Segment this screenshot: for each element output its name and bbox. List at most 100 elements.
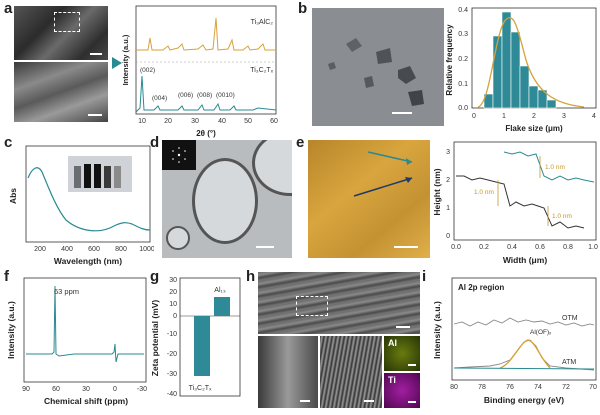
xps-spectrum: Al 2p region OTM Al(OF)ₓ ATM 80 78 76 74… <box>432 277 597 405</box>
x-tick: 600 <box>88 246 100 253</box>
x-tick: 2 <box>532 113 536 120</box>
uv-vis-plot: 200 400 600 800 1000 Wavelength (nm) Abs <box>8 145 154 266</box>
diffraction-pattern <box>172 147 186 163</box>
x-tick: 200 <box>34 246 46 253</box>
peak-label: (004) <box>152 95 167 102</box>
panel-letter-h: h <box>246 268 256 285</box>
x-tick: 30 <box>191 118 199 125</box>
scale-bar <box>408 401 416 403</box>
x-tick: 400 <box>61 246 73 253</box>
x-tick: 0 <box>472 113 476 120</box>
x-tick: 0.8 <box>563 244 573 251</box>
x-tick: 0.0 <box>451 244 461 251</box>
peak-label: (008) <box>197 92 212 99</box>
y-tick: 0 <box>173 313 177 320</box>
y-axis-label: Zeta potential (mV) <box>150 300 160 377</box>
tem-image <box>162 140 292 258</box>
ti3alc2-label: Ti₃AlC₂ <box>251 19 274 26</box>
x-tick: 60 <box>52 386 60 393</box>
eds-label-ti: Ti <box>388 375 396 385</box>
x-tick: 800 <box>115 246 127 253</box>
x-tick: 72 <box>562 384 570 391</box>
x-tick: 3 <box>562 113 566 120</box>
y-tick: 10 <box>169 301 177 308</box>
y-tick: -20 <box>167 351 177 358</box>
panel-letter-i: i <box>422 268 427 285</box>
y-tick: 1 <box>446 205 450 212</box>
y-axis-label: Abs <box>8 188 18 204</box>
x-tick: 76 <box>506 384 514 391</box>
scale-bar <box>408 364 416 366</box>
panel-letter-d: d <box>150 134 160 151</box>
y-axis-label: Intensity (a.u.) <box>121 34 130 85</box>
otm-label: OTM <box>562 315 578 322</box>
arrow-right-icon <box>112 57 122 69</box>
xrd-plot: Ti₃AlC₂ Ti₃C₂Tₓ (002) (004) (006) (008) … <box>121 5 278 138</box>
y-tick: -40 <box>167 391 177 398</box>
y-tick: 3 <box>446 149 450 156</box>
peak-label: (006) <box>178 92 193 99</box>
afm-scan-lines <box>353 151 413 197</box>
scale-bar <box>90 53 102 55</box>
scale-bar <box>364 400 374 402</box>
x-tick: 10 <box>138 118 146 125</box>
afm-height-profile: 1.0 nm 1.0 nm 1.0 nm 0 1 2 3 0.0 0.2 0.4… <box>432 141 598 265</box>
height-annotation: 1.0 nm <box>545 164 565 171</box>
scale-bar <box>300 400 310 402</box>
y-tick: 0.3 <box>458 31 468 38</box>
x-axis-label: Binding energy (eV) <box>484 395 564 405</box>
x-axis-label: Wavelength (nm) <box>54 256 122 266</box>
ti3c2tx-label: Ti₃C₂Tₓ <box>250 67 273 74</box>
y-tick: 0.0 <box>458 105 468 112</box>
flake-shapes <box>328 38 424 106</box>
y-tick: 30 <box>169 277 177 284</box>
scale-bar <box>394 246 418 248</box>
y-tick: 20 <box>169 289 177 296</box>
atm-label: ATM <box>562 359 576 366</box>
peak-label: (002) <box>140 67 155 74</box>
y-axis-label: Intensity (a.u.) <box>432 301 442 359</box>
xps-region-title: Al 2p region <box>458 283 504 292</box>
height-annotation: 1.0 nm <box>474 189 494 196</box>
sem-detail-2 <box>320 336 382 408</box>
sem-image-top <box>14 6 108 60</box>
x-tick: 0 <box>113 386 117 393</box>
x-axis-label: Width (μm) <box>503 255 547 265</box>
height-annotation: 1.0 nm <box>552 213 572 220</box>
peak-label: (0010) <box>216 92 235 99</box>
x-axis-label: 2θ (°) <box>196 129 216 138</box>
bar-label: Ti₃C₂Tₓ <box>189 385 212 392</box>
x-tick: 50 <box>244 118 252 125</box>
x-tick: 40 <box>218 118 226 125</box>
panel-letter-b: b <box>298 0 308 17</box>
y-tick: 0.4 <box>458 7 468 14</box>
zeta-potential-chart: Al₁₃ Ti₃C₂Tₓ 30 20 10 0 -10 -20 -30 -40 … <box>150 277 241 398</box>
scale-bar <box>392 112 412 114</box>
sem-image-bottom <box>14 62 108 122</box>
x-tick: 78 <box>478 384 486 391</box>
sem-zoom-box <box>296 296 328 316</box>
x-tick: 1.0 <box>588 244 598 251</box>
x-tick: 20 <box>164 118 172 125</box>
x-axis-label: Flake size (μm) <box>505 124 563 133</box>
flake-size-histogram: 0.0 0.1 0.2 0.3 0.4 0 1 2 3 4 Flake size… <box>445 7 597 133</box>
panel-letter-c: c <box>4 134 13 151</box>
panel-letter-g: g <box>150 268 160 285</box>
x-tick: 0.4 <box>507 244 517 251</box>
sem-zoom-box <box>54 12 80 32</box>
scale-bar <box>396 326 410 328</box>
x-tick: 70 <box>589 384 597 391</box>
sem-detail-1 <box>258 336 318 408</box>
nmr-spectrum: 63 ppm 90 60 30 0 -30 Chemical shift (pp… <box>6 277 147 406</box>
x-tick: -30 <box>137 386 147 393</box>
eds-label-al: Al <box>388 338 397 348</box>
y-tick: 0 <box>446 233 450 240</box>
cross-section-sem <box>258 272 420 334</box>
y-tick: 2 <box>446 177 450 184</box>
y-tick: 0.2 <box>458 56 468 63</box>
panel-letter-e: e <box>296 134 305 151</box>
y-axis-label: Relative frequency <box>445 24 454 96</box>
x-tick: 74 <box>534 384 542 391</box>
y-axis-label: Intensity (a.u.) <box>6 301 16 359</box>
y-tick: 0.1 <box>458 81 468 88</box>
